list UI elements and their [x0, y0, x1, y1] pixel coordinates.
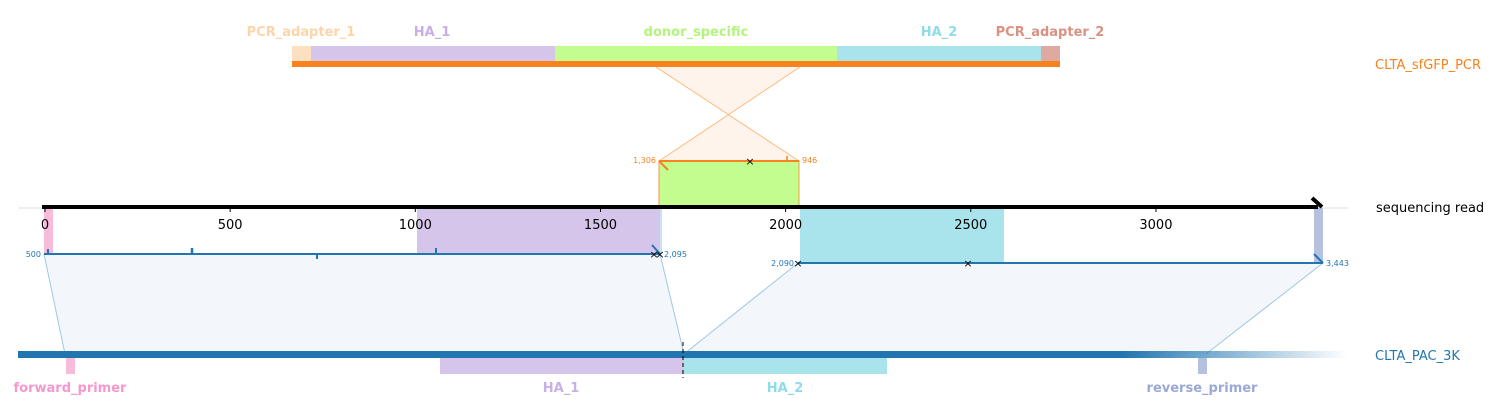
pcr-sequence-name: CLTA_sfGFP_PCR [1375, 58, 1481, 73]
ref-feature-block [1198, 358, 1207, 374]
alignment-edge [1205, 262, 1324, 355]
alignment-end-coordinate: 2,095 [664, 250, 687, 259]
alignment-direction-arrow [1313, 253, 1324, 264]
ref-sequence-name: CLTA_PAC_3K [1375, 349, 1460, 364]
pcr-feature-block [555, 46, 837, 62]
alignment-end-coordinate: 3,443 [1326, 259, 1349, 268]
read-axis-ticks: 0 500 1000 1500 2000 2500 3000 [41, 207, 1172, 233]
read-to-ref-alignment-1: × × 500 2,095 [26, 244, 687, 355]
read-axis-tick-label: 0 [41, 218, 49, 233]
sequencing-read-track: 0 500 1000 1500 2000 2500 3000 sequencing read [18, 196, 1484, 262]
pcr-to-read-alignment: × 1,306 946 [633, 66, 817, 208]
ref-feature-label: reverse_primer [1147, 381, 1259, 396]
pcr-feature-block [837, 46, 1041, 62]
pcr-feature-label: PCR_adapter_1 [247, 25, 356, 40]
read-sequence-name: sequencing read [1376, 201, 1484, 216]
read-feature-block-forward-primer [44, 208, 53, 254]
read-feature-block-reverse-primer [1314, 208, 1323, 262]
pcr-feature-label: PCR_adapter_2 [996, 25, 1105, 40]
alignment-edge [43, 253, 66, 355]
read-axis-tick-label: 1500 [584, 218, 617, 233]
mismatch-marker: × [793, 257, 802, 270]
mismatch-marker: × [649, 248, 658, 261]
pcr-sequence-line [292, 61, 1060, 67]
ref-feature-block [684, 358, 887, 374]
alignment-edge [658, 66, 801, 162]
read-axis-tick-label: 500 [218, 218, 243, 233]
alignment-band [44, 254, 684, 354]
alignment-band [684, 263, 1323, 354]
ref-feature-label: HA_1 [543, 381, 580, 396]
ref-feature-block [440, 358, 684, 374]
read-feature-block-ha2 [800, 208, 1004, 262]
reference-sequence-line [18, 351, 1348, 358]
reference-track: forward_primer HA_1 HA_2 reverse_primer … [14, 342, 1460, 396]
alignment-edge [659, 253, 685, 355]
pcr-product-track: PCR_adapter_1 HA_1 donor_specific HA_2 P… [247, 25, 1481, 73]
read-feature-block-ha1 [417, 208, 660, 254]
mismatch-marker: × [963, 257, 972, 270]
alignment-end-coordinate: 946 [802, 156, 817, 165]
alignment-edge [683, 262, 799, 355]
ref-feature-block [66, 358, 75, 374]
pcr-feature-label: HA_2 [921, 25, 958, 40]
pcr-feature-label: donor_specific [644, 25, 749, 40]
alignment-direction-arrow [651, 244, 661, 255]
read-axis-tick-label: 2000 [769, 218, 802, 233]
read-to-ref-alignment-2: × × 2,090 3,443 [683, 253, 1349, 355]
ref-feature-label: forward_primer [14, 381, 128, 396]
alignment-start-coordinate: 1,306 [633, 156, 656, 165]
alignment-start-coordinate: 500 [26, 250, 41, 259]
mismatch-marker: × [655, 248, 664, 261]
pcr-feature-block [292, 46, 311, 62]
read-axis-tick-label: 1000 [399, 218, 432, 233]
read-axis-tick-label: 3000 [1139, 218, 1172, 233]
ref-feature-label: HA_2 [767, 381, 804, 396]
pcr-feature-block [311, 46, 555, 62]
read-axis-tick-label: 2500 [954, 218, 987, 233]
alignment-start-coordinate: 2,090 [771, 259, 794, 268]
alignment-edge [655, 66, 800, 162]
pcr-feature-block [1041, 46, 1060, 62]
pcr-aligned-feature-block [658, 160, 800, 208]
mismatch-marker: × [745, 155, 754, 168]
pcr-feature-label: HA_1 [414, 25, 451, 40]
read-direction-arrow [1310, 196, 1324, 209]
alignment-direction-arrow [658, 160, 669, 171]
